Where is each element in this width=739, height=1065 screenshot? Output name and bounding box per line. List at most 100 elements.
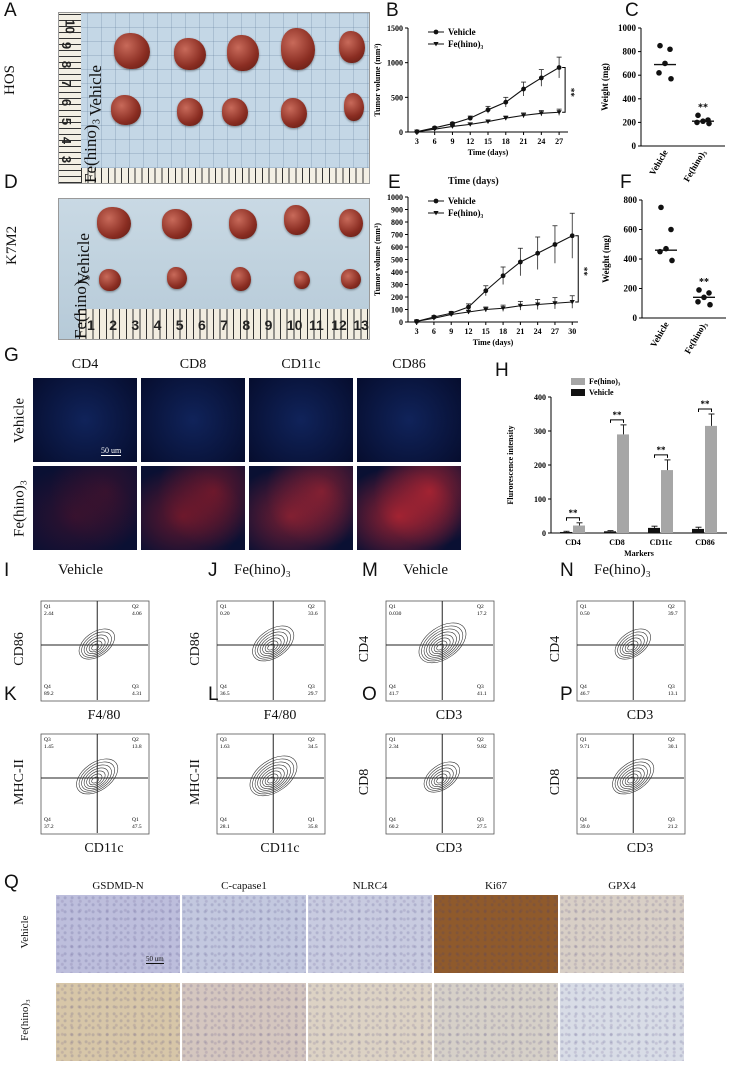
- ruler-number: 5: [175, 317, 184, 333]
- tumor: [167, 267, 187, 289]
- quadrant-name: Q3: [308, 684, 315, 690]
- tumor: [99, 269, 121, 291]
- quadrant-name: Q4: [580, 684, 587, 690]
- data-point: [556, 110, 562, 115]
- significance-bracket: [698, 408, 712, 412]
- quadrant-value: 46.7: [580, 691, 590, 697]
- contour: [622, 770, 642, 788]
- tumor: [177, 98, 203, 126]
- facs-title: Fe(hino)₃: [594, 562, 651, 578]
- quadrant-name: Q2: [132, 604, 139, 610]
- y-axis-label: Tumor volume (mm³): [373, 223, 382, 296]
- data-point: [668, 75, 674, 82]
- x-tick-label: Vehicle: [647, 148, 669, 177]
- x-tick-label: 30: [568, 327, 576, 336]
- facs-frame: [40, 600, 150, 702]
- bar: [604, 531, 616, 533]
- data-point: [500, 306, 506, 311]
- ruler-horizontal: [79, 309, 369, 339]
- quadrant-name: Q3: [477, 684, 484, 690]
- x-tick-label: 24: [537, 137, 545, 146]
- quadrant-name: Q4: [389, 817, 396, 823]
- contour: [83, 634, 109, 656]
- data-point: [449, 124, 456, 129]
- facs-frame: [385, 600, 495, 702]
- tumor: [227, 35, 259, 71]
- quadrant-name: Q2: [477, 604, 484, 610]
- k7m2-tumor-photo: Vehicle Fe(hino)₃ 1 2 3 4 5 6 7 8 9 10 11 12 13: [58, 198, 370, 340]
- fluor-row-label: Fe(hino)₃: [11, 480, 28, 537]
- significance-mark: **: [566, 88, 576, 98]
- x-axis-label: Time (days): [468, 148, 509, 157]
- k7m2-label: K7M2: [4, 225, 20, 265]
- facs-x-label: CD11c: [84, 841, 124, 856]
- quadrant-name: Q3: [668, 817, 675, 823]
- y-tick-label: 800: [391, 218, 403, 227]
- data-point: [431, 316, 437, 321]
- quadrant-name: Q2: [132, 737, 139, 743]
- quadrant-value: 30.1: [668, 744, 678, 750]
- fluor-column-label: CD11c: [281, 357, 321, 372]
- ruler-number: 9: [59, 41, 75, 50]
- quadrant-value: 9.82: [477, 744, 487, 750]
- quadrant-value: 41.7: [389, 691, 399, 697]
- panel-label-P: P: [560, 684, 573, 705]
- legend-marker: [433, 198, 439, 204]
- y-tick-label: 0: [633, 313, 638, 323]
- ihc-image: [434, 895, 558, 973]
- contour: [436, 643, 445, 651]
- facs-x-label: F4/80: [263, 708, 297, 723]
- ruler-number: 3: [59, 155, 75, 164]
- data-point: [535, 250, 541, 256]
- x-tick-label: CD8: [609, 538, 625, 547]
- quadrant-value: 39.0: [580, 824, 590, 830]
- contour: [88, 640, 103, 653]
- data-point: [467, 122, 473, 127]
- x-tick-label: 21: [516, 327, 524, 336]
- ihc-image: [560, 895, 684, 973]
- facs-x-label: F4/80: [87, 708, 121, 723]
- chart-C-weight-hos: 0 200 400 600 800 1000 Weight (mg) Vehicle Fe(hi…: [600, 23, 725, 183]
- contour: [617, 764, 648, 791]
- bar: [661, 470, 673, 533]
- facs-y-label: CD8: [548, 768, 563, 796]
- facs-frame: [216, 600, 326, 702]
- ruler-number: 12: [331, 317, 347, 333]
- legend-label: Vehicle: [589, 388, 614, 397]
- contour: [86, 637, 106, 655]
- contour: [614, 628, 651, 660]
- contour: [88, 773, 103, 786]
- contour: [86, 770, 106, 788]
- contour: [431, 770, 451, 788]
- x-tick-label: 6: [433, 137, 437, 146]
- y-tick-label: 800: [624, 195, 638, 205]
- contour: [428, 767, 454, 789]
- y-axis-label: Weight (mg): [601, 235, 611, 283]
- legend-marker: [433, 42, 439, 47]
- quadrant-name: Q3: [477, 817, 484, 823]
- ruler-number: 13: [353, 317, 369, 333]
- ihc-image: [308, 983, 432, 1061]
- quadrant-name: Q4: [44, 817, 51, 823]
- contour: [264, 640, 279, 653]
- facs-y-label: MHC-II: [188, 759, 203, 805]
- contour: [78, 628, 115, 660]
- contour: [83, 767, 109, 789]
- data-point: [669, 257, 675, 264]
- fluor-image: [141, 378, 245, 462]
- panel-label-M: M: [362, 560, 378, 581]
- ihc-row-label: Fe(hino)₃: [19, 999, 31, 1041]
- x-axis-label: Time (days): [473, 338, 514, 347]
- tumor: [222, 98, 248, 126]
- hos-label: HOS: [2, 64, 18, 95]
- panel-label-L: L: [208, 684, 219, 705]
- x-tick-label: 24: [534, 327, 542, 336]
- quadrant-name: Q4: [220, 684, 227, 690]
- legend-marker: [433, 29, 439, 35]
- contour: [252, 625, 295, 662]
- quadrant-value: 4.31: [132, 691, 142, 697]
- tumor: [281, 98, 307, 128]
- quadrant-name: Q4: [220, 817, 227, 823]
- data-point: [485, 119, 491, 124]
